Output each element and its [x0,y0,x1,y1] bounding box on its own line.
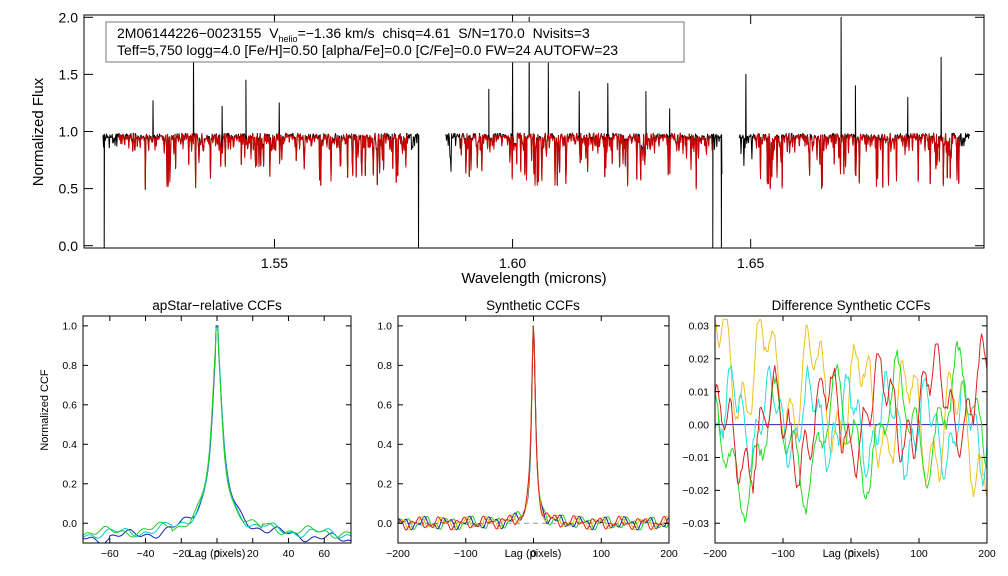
apstar-xtick-label: 20 [247,548,259,560]
spectrum-ytick-label: 1.5 [59,66,79,82]
spectrum-ylabel: Normalized Flux [30,77,47,186]
spectrum-model-chip-3 [753,132,961,190]
spectrum-xtick-label: 1.65 [737,255,764,271]
synthetic-xtick-label: −200 [386,548,410,560]
synthetic-ticks: −200 −100 0 100 200 0.0 0.2 0.4 0.6 0.8 1.0 [377,316,678,560]
spectrum-ytick-label: 2.0 [59,9,79,25]
apstar-xtick-label: 0 [214,548,220,560]
difference-data [714,318,988,523]
apstar-ytick-label: 0.6 [62,400,77,412]
synthetic-series-red [397,325,669,531]
difference-ytick-label: −0.02 [682,485,709,497]
difference-ytick-label: 0.00 [689,419,710,431]
synthetic-xtick-label: 100 [592,548,610,560]
spectrum-xtick-label: 1.55 [261,255,288,271]
synthetic-data [397,325,669,531]
synthetic-xtick-label: −100 [454,548,478,560]
synthetic-ytick-label: 0.8 [377,360,392,372]
difference-ytick-label: 0.02 [689,354,710,366]
apstar-xtick-label: 60 [318,548,330,560]
apstar-panel: apStar−relative CCFs −60 −40 −20 0 20 40 60 0.0… [39,298,352,560]
spectrum-ytick-label: 0.5 [59,181,79,197]
apstar-ytick-label: 0.2 [62,479,77,491]
spectrum-model-chip-2 [460,132,713,190]
difference-xtick-label: −200 [703,548,727,560]
spectrum-annotation-line2: Teff=5,750 logg=4.0 [Fe/H]=0.50 [alpha/F… [117,42,618,58]
apstar-ytick-label: 0.4 [62,439,77,451]
spectrum-ticks: 1.55 1.60 1.65 0.0 0.5 1.0 1.5 2.0 [59,9,984,271]
synthetic-xtick-label: 200 [660,548,678,560]
difference-xlabel: Lag (pixels) [823,548,880,560]
difference-ytick-label: −0.01 [682,452,709,464]
apstar-ytick-label: 1.0 [62,321,77,333]
difference-xtick-label: −100 [771,548,795,560]
spectrum-annotation-line1: 2M06144226−0023155 Vhelio=−1.36 km/s chi… [117,25,590,44]
difference-ticks: −200 −100 0 100 200 −0.03 −0.02 −0.01 0.00 0.01 0.… [682,316,996,560]
difference-panel: Difference Synthetic CCFs −200 −100 0 100 20… [682,298,995,560]
apstar-ytick-label: 0.0 [62,518,77,530]
difference-series-red [714,333,988,494]
apstar-title: apStar−relative CCFs [152,298,282,313]
synthetic-xlabel: Lag (pixels) [505,548,562,560]
apstar-ticks: −60 −40 −20 0 20 40 60 0.0 0.2 0.4 0.6 0.8 1.0 [62,316,351,560]
spectrum-ytick-label: 1.0 [59,124,79,140]
apstar-xlabel: Lag (pixels) [189,548,246,560]
spectrum-panel: 1.55 1.60 1.65 0.0 0.5 1.0 1.5 2.0 2M06144226−0… [30,9,985,287]
difference-series-cyan [714,365,988,487]
difference-ytick-label: 0.01 [689,386,710,398]
apstar-xtick-label: −60 [101,548,119,560]
spectrum-xlabel: Wavelength (microns) [461,270,606,287]
difference-xtick-label: 0 [848,548,854,560]
vhelio-subscript: helio [279,34,298,44]
difference-ytick-label: 0.03 [689,321,710,333]
apstar-series-visit-1 [82,325,352,544]
apstar-xtick-label: −40 [137,548,155,560]
spectrum-model-chip-1 [117,132,409,190]
difference-ytick-label: −0.03 [682,518,709,530]
apstar-ytick-label: 0.8 [62,360,77,372]
vhelio-label: V [269,25,279,41]
apstar-series-visit-2 [82,327,352,539]
apstar-xtick-label: 40 [283,548,295,560]
spectrum-annotation-box [105,21,685,63]
star-id: 2M06144226−0023155 [117,25,262,41]
spectrum-ytick-label: 0.0 [59,238,79,254]
spectrum-xtick-label: 1.60 [499,255,526,271]
apstar-ylabel: Normalized CCF [39,369,51,451]
synthetic-xtick-label: 0 [531,548,537,560]
difference-series-green [714,340,988,523]
synthetic-ytick-label: 0.0 [377,518,392,530]
apstar-series-visit-3 [82,329,352,539]
apstar-xtick-label: −20 [172,548,190,560]
difference-xtick-label: 200 [978,548,996,560]
synthetic-ytick-label: 1.0 [377,321,392,333]
synthetic-ytick-label: 0.6 [377,400,392,412]
synthetic-ytick-label: 0.4 [377,439,392,451]
spectrum-data [102,16,971,249]
synthetic-title: Synthetic CCFs [486,298,580,313]
synthetic-panel: Synthetic CCFs −200 −100 0 100 200 0.0 0.2 0.4 0… [377,298,678,560]
difference-title: Difference Synthetic CCFs [772,298,931,313]
apstar-data [82,325,352,544]
vhelio-rest: =−1.36 km/s chisq=4.61 S/N=170.0 Nvisits… [298,25,590,41]
difference-xtick-label: 100 [910,548,928,560]
synthetic-ytick-label: 0.2 [377,479,392,491]
